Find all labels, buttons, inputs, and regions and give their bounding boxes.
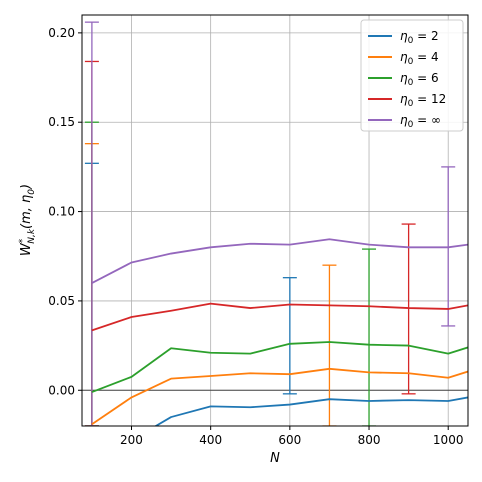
plot-frame xyxy=(81,14,469,427)
series-line-3 xyxy=(91,302,468,332)
legend-label: η0 = ∞ xyxy=(400,113,441,130)
series-line-0 xyxy=(154,396,468,426)
legend-subscript: 0 xyxy=(408,36,414,46)
y-label-args-end: ) xyxy=(19,184,34,190)
x-axis-label: N xyxy=(270,451,280,466)
legend-label: η0 = 4 xyxy=(400,50,439,67)
y-label-sup: * xyxy=(18,238,28,243)
y-axis-label: W*N,k(m, η0) xyxy=(18,184,37,256)
legend-subscript: 0 xyxy=(408,99,414,109)
y-label-args-sub: 0 xyxy=(27,189,37,195)
x-tick-label: 200 xyxy=(120,433,143,447)
legend-value: = ∞ xyxy=(413,113,441,127)
legend-value: = 6 xyxy=(413,71,438,85)
legend-symbol: η xyxy=(400,50,408,64)
x-tick-label: 400 xyxy=(199,433,222,447)
legend-label: η0 = 12 xyxy=(400,92,446,109)
x-axis: 200 400 600 800 1000 xyxy=(120,426,463,447)
series-line-1 xyxy=(91,367,468,425)
y-label-sub: N,k xyxy=(27,228,37,244)
x-tick-label: 600 xyxy=(278,433,301,447)
y-tick-label: 0.20 xyxy=(48,26,75,40)
error-bars xyxy=(84,21,456,426)
legend-symbol: η xyxy=(400,113,408,127)
legend-symbol: η xyxy=(400,92,408,106)
y-axis: 0.00 0.05 0.10 0.15 0.20 xyxy=(48,26,82,397)
x-tick-label: 1000 xyxy=(433,433,464,447)
legend-symbol: η xyxy=(400,29,408,43)
y-tick-label: 0.15 xyxy=(48,115,75,129)
y-tick-label: 0.00 xyxy=(48,383,75,397)
series-line-2 xyxy=(91,341,468,393)
legend-value: = 2 xyxy=(413,29,438,43)
legend-value: = 4 xyxy=(413,50,438,64)
legend-value: = 12 xyxy=(413,92,446,106)
y-label-base: W xyxy=(19,242,34,256)
legend-subscript: 0 xyxy=(408,57,414,67)
legend-label: η0 = 2 xyxy=(400,29,439,46)
x-tick-label: 800 xyxy=(358,433,381,447)
series-lines xyxy=(91,238,468,426)
legend-subscript: 0 xyxy=(408,120,414,130)
y-tick-label: 0.05 xyxy=(48,294,75,308)
legend-symbol: η xyxy=(400,71,408,85)
y-tick-label: 0.10 xyxy=(48,205,75,219)
series-line-4 xyxy=(91,238,468,284)
y-label-args: (m, η xyxy=(19,195,34,229)
legend-subscript: 0 xyxy=(408,78,414,88)
legend-label: η0 = 6 xyxy=(400,71,439,88)
legend-box xyxy=(360,19,464,132)
